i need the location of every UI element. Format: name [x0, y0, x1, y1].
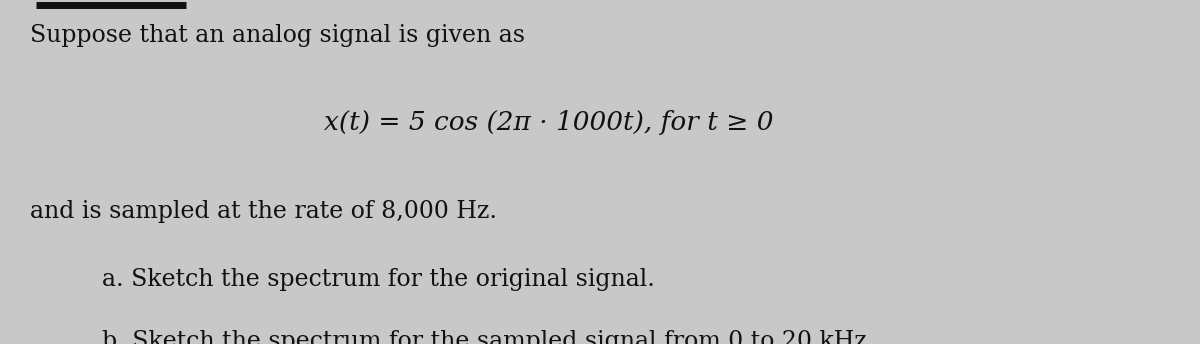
Text: b. Sketch the spectrum for the sampled signal from 0 to 20 kHz.: b. Sketch the spectrum for the sampled s… [102, 330, 875, 344]
Text: and is sampled at the rate of 8,000 Hz.: and is sampled at the rate of 8,000 Hz. [30, 200, 497, 223]
Text: a. Sketch the spectrum for the original signal.: a. Sketch the spectrum for the original … [102, 268, 655, 291]
Text: x(t) = 5 cos (2π · 1000t), for t ≥ 0: x(t) = 5 cos (2π · 1000t), for t ≥ 0 [324, 110, 774, 135]
Text: Suppose that an analog signal is given as: Suppose that an analog signal is given a… [30, 24, 526, 47]
